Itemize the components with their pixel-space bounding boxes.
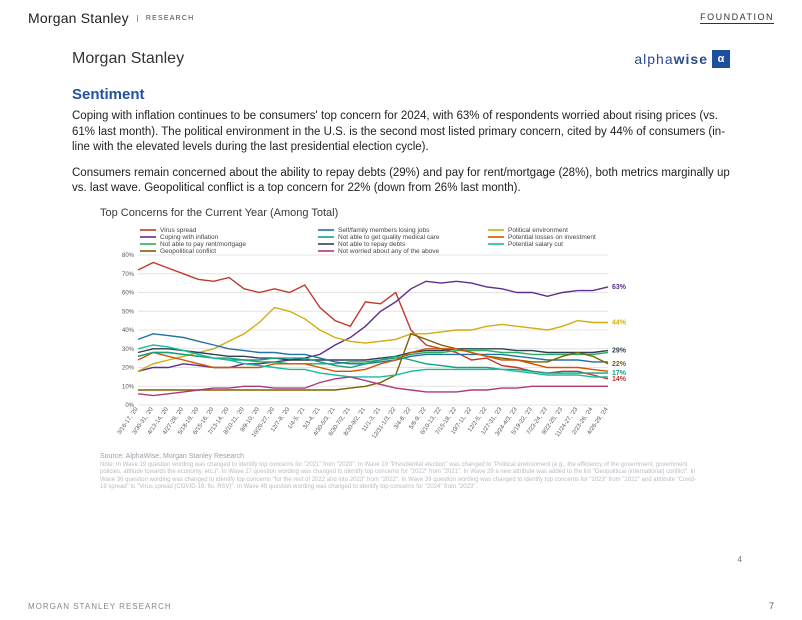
footer-left: MORGAN STANLEY RESEARCH bbox=[28, 602, 172, 611]
slide-number: 4 bbox=[738, 555, 742, 564]
svg-text:10%: 10% bbox=[122, 384, 135, 390]
svg-text:Geopolitical conflict: Geopolitical conflict bbox=[160, 248, 216, 255]
alpha-badge-icon: α bbox=[712, 50, 730, 68]
alphawise-bold: wise bbox=[674, 51, 708, 67]
svg-text:30%: 30% bbox=[122, 346, 135, 352]
svg-text:22%: 22% bbox=[612, 360, 627, 367]
subbrand-row: Morgan Stanley alphawise α bbox=[72, 50, 730, 68]
svg-text:Self/family members losing job: Self/family members losing jobs bbox=[338, 227, 430, 234]
content-area: Morgan Stanley alphawise α Sentiment Cop… bbox=[0, 32, 802, 492]
chart-source: Source: AlphaWise, Morgan Stanley Resear… bbox=[100, 453, 730, 460]
subbrand: Morgan Stanley bbox=[72, 50, 184, 68]
svg-text:Not able to get quality medica: Not able to get quality medical care bbox=[338, 234, 440, 241]
brand-main: Morgan Stanley bbox=[28, 10, 129, 26]
brand-left: Morgan Stanley RESEARCH bbox=[28, 10, 194, 26]
svg-text:20%: 20% bbox=[122, 365, 135, 371]
svg-text:63%: 63% bbox=[612, 283, 627, 290]
svg-text:70%: 70% bbox=[122, 271, 135, 277]
section-title: Sentiment bbox=[72, 86, 730, 103]
svg-text:Not able to pay rent/mortgage: Not able to pay rent/mortgage bbox=[160, 241, 246, 248]
chart-title: Top Concerns for the Current Year (Among… bbox=[100, 207, 730, 219]
footer-page-number: 7 bbox=[769, 601, 774, 611]
svg-text:50%: 50% bbox=[122, 309, 135, 315]
svg-text:Potential losses on investment: Potential losses on investment bbox=[508, 234, 596, 241]
paragraph-1: Coping with inflation continues to be co… bbox=[72, 109, 730, 156]
top-bar: Morgan Stanley RESEARCH FOUNDATION bbox=[0, 0, 802, 32]
svg-text:40%: 40% bbox=[122, 328, 135, 334]
svg-text:17%: 17% bbox=[612, 370, 627, 377]
svg-text:Potential salary cut: Potential salary cut bbox=[508, 241, 563, 248]
page-footer: MORGAN STANLEY RESEARCH 7 bbox=[0, 592, 802, 620]
svg-text:44%: 44% bbox=[612, 319, 627, 326]
paragraph-2: Consumers remain concerned about the abi… bbox=[72, 166, 730, 197]
alphawise-prefix: alpha bbox=[634, 51, 673, 67]
chart-footnote: Note: In Wave 19 question wording was ch… bbox=[100, 462, 702, 492]
line-chart: Virus spreadCoping with inflationNot abl… bbox=[100, 221, 660, 449]
svg-text:80%: 80% bbox=[122, 253, 135, 259]
chart-container: Top Concerns for the Current Year (Among… bbox=[100, 207, 730, 449]
alphawise-logo: alphawise α bbox=[634, 50, 730, 68]
svg-text:Coping with inflation: Coping with inflation bbox=[160, 234, 219, 241]
page-root: Morgan Stanley RESEARCH FOUNDATION Morga… bbox=[0, 0, 802, 620]
svg-text:60%: 60% bbox=[122, 290, 135, 296]
svg-text:Not worried about any of the a: Not worried about any of the above bbox=[338, 248, 440, 255]
alphawise-text: alphawise bbox=[634, 51, 708, 67]
svg-text:Political environment: Political environment bbox=[508, 227, 568, 234]
svg-text:29%: 29% bbox=[612, 347, 627, 354]
brand-sub: RESEARCH bbox=[137, 15, 195, 22]
brand-right: FOUNDATION bbox=[700, 12, 774, 24]
svg-text:Not able to repay debts: Not able to repay debts bbox=[338, 241, 406, 248]
svg-text:Virus spread: Virus spread bbox=[160, 227, 197, 234]
